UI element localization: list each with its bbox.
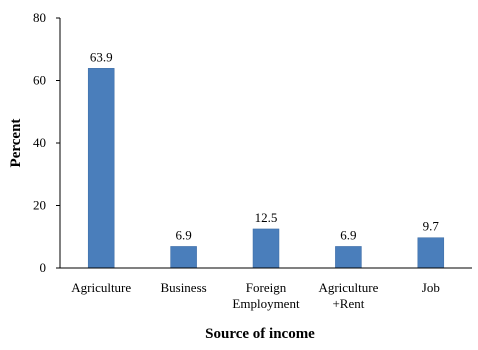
bar <box>417 237 445 269</box>
x-tick-label-line: +Rent <box>332 296 364 311</box>
x-tick-label-line: Business <box>160 280 206 295</box>
bar <box>252 228 280 269</box>
data-labels: 63.9 6.9 12.5 6.9 9.7 <box>90 49 440 242</box>
x-axis-ticks: Agriculture Business Foreign Employment Agri… <box>71 280 440 311</box>
x-tick-label: Agriculture +Rent <box>318 280 378 311</box>
y-axis-title: Percent <box>8 119 24 168</box>
data-label: 6.9 <box>340 227 356 242</box>
x-tick-label: Agriculture <box>71 280 131 295</box>
data-label: 9.7 <box>423 219 440 234</box>
x-tick-label-line: Agriculture <box>318 280 378 295</box>
x-tick-label: Job <box>422 280 440 295</box>
bars <box>87 68 445 269</box>
y-tick-label: 40 <box>33 135 46 150</box>
x-axis-title: Source of income <box>205 326 315 342</box>
x-tick-label: Foreign Employment <box>232 280 300 311</box>
x-tick-label-line: Agriculture <box>71 280 131 295</box>
y-tick-label: 0 <box>40 260 47 275</box>
y-axis-ticks: 0 20 40 60 80 <box>33 10 60 275</box>
bar <box>87 68 115 269</box>
data-label: 63.9 <box>90 49 113 64</box>
y-tick-label: 60 <box>33 73 46 88</box>
bar <box>170 246 197 269</box>
x-tick-label: Business <box>160 280 206 295</box>
y-tick-label: 80 <box>33 10 46 25</box>
x-tick-label-line: Job <box>422 280 440 295</box>
x-tick-label-line: Employment <box>232 296 300 311</box>
bar <box>335 246 362 269</box>
x-tick-label-line: Foreign <box>246 280 287 295</box>
data-label: 12.5 <box>255 210 278 225</box>
data-label: 6.9 <box>175 227 191 242</box>
y-tick-label: 20 <box>33 198 46 213</box>
